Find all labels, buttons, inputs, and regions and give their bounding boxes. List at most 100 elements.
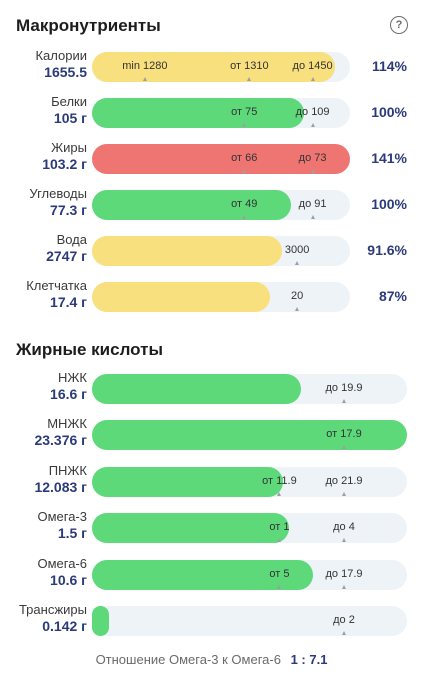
fatty-progress-fill (92, 606, 110, 636)
macro-range-label: 3000 (284, 244, 310, 256)
marker-triangle-icon (277, 491, 282, 496)
macro-progress-fill (92, 52, 335, 82)
fatty-row: НЖК 16.6 г до 19.9 (0, 368, 423, 412)
fatty-acids-title: Жирные кислоты (16, 340, 163, 359)
fatty-progress-track: до 19.9 (92, 374, 407, 404)
fatty-amount: 23.376 г (34, 432, 87, 449)
fatty-amount: 16.6 г (50, 386, 87, 402)
fatty-progress-track: от 5 до 17.9 (92, 559, 407, 590)
macro-amount: 17.4 г (50, 294, 87, 310)
macro-range-label: до 109 (295, 106, 330, 118)
marker-triangle-icon (295, 261, 300, 265)
marker-triangle-icon (342, 491, 346, 496)
marker-triangle-icon (310, 123, 315, 127)
fatty-progress-fill (92, 374, 302, 404)
marker-triangle-icon (310, 77, 315, 81)
marker-triangle-icon (342, 538, 346, 543)
fatty-progress-fill (92, 559, 313, 590)
macro-percent: 87% (378, 288, 407, 304)
macro-amount: 103.2 г (42, 156, 87, 172)
marker-triangle-icon (310, 215, 315, 219)
macro-progress-fill (92, 98, 304, 128)
macro-progress-track: min 1280 от 1310 до 1450 (92, 52, 350, 82)
macro-progress-track: от 49 до 91 (92, 190, 350, 220)
fatty-label: Омега-6 (37, 555, 87, 571)
fatty-progress-track: от 11.9 до 21.9 (92, 466, 407, 497)
fatty-progress-fill (92, 513, 289, 544)
fatty-range-label: от 1 (269, 521, 290, 534)
fatty-amount: 10.6 г (50, 571, 87, 588)
macro-progress-fill (92, 190, 291, 220)
marker-triangle-icon (342, 399, 346, 403)
marker-triangle-icon (310, 169, 315, 173)
omega-ratio-value: 1 : 7.1 (290, 652, 328, 667)
marker-triangle-icon (295, 307, 300, 311)
macro-progress-track: 3000 (92, 236, 350, 266)
macronutrients-title: Макронутриенты (16, 16, 161, 35)
macro-amount: 2747 г (46, 248, 87, 264)
marker-triangle-icon (277, 538, 282, 543)
macro-row: Белки 105 г от 75 до 109 100% (0, 92, 423, 136)
help-icon[interactable]: ? (390, 16, 408, 34)
fatty-label: Трансжиры (18, 602, 87, 617)
marker-triangle-icon (242, 123, 247, 127)
fatty-progress-fill (92, 466, 283, 497)
macro-amount: 105 г (53, 110, 87, 126)
fatty-range-label: от 11.9 (262, 474, 297, 487)
fatty-row: Трансжиры 0.142 г до 2 (0, 600, 423, 644)
marker-triangle-icon (342, 584, 346, 589)
fatty-progress-track: от 17.9 (92, 420, 407, 451)
fatty-range-label: до 21.9 (325, 474, 363, 487)
macro-progress-fill (92, 144, 350, 174)
marker-triangle-icon (242, 215, 247, 219)
macro-row: Жиры 103.2 г от 66 до 73 141% (0, 138, 423, 182)
macro-range-label: до 91 (298, 198, 327, 210)
macro-amount: 77.3 г (50, 202, 87, 218)
fatty-range-label: от 5 (269, 567, 290, 580)
marker-triangle-icon (247, 77, 252, 81)
macro-percent: 100% (371, 104, 407, 120)
macro-progress-track: от 66 до 73 (92, 144, 350, 174)
fatty-row: МНЖК 23.376 г от 17.9 (0, 414, 423, 458)
fatty-range-label: до 4 (333, 521, 355, 534)
macro-percent: 141% (371, 150, 407, 166)
macro-label: Углеводы (29, 186, 87, 201)
fatty-range-label: до 17.9 (325, 567, 363, 580)
fatty-label: МНЖК (47, 416, 87, 432)
macro-row: Клетчатка 17.4 г 20 87% (0, 276, 423, 320)
fatty-row: ПНЖК 12.083 г от 11.9 до 21.9 (0, 461, 423, 505)
macro-range-label: min 1280 (122, 60, 168, 72)
macro-percent: 114% (371, 58, 407, 74)
macro-row: Калории 1655.5 min 1280 от 1310 до 1450 114% (0, 46, 423, 90)
omega-ratio: Отношение Омега-3 к Омега-6 1 : 7.1 (0, 652, 423, 667)
macro-row: Углеводы 77.3 г от 49 до 91 100% (0, 184, 423, 228)
macro-percent: 91.6% (367, 242, 407, 258)
fatty-progress-track: до 2 (92, 606, 407, 636)
fatty-label: Омега-3 (37, 509, 87, 525)
marker-triangle-icon (277, 584, 282, 589)
macro-label: Жиры (51, 140, 87, 155)
fatty-row: Омега-3 1.5 г от 1 до 4 (0, 507, 423, 551)
fatty-label: ПНЖК (48, 462, 87, 478)
macro-range-label: от 66 (231, 152, 258, 164)
macro-range-label: до 73 (298, 152, 327, 164)
fatty-amount: 0.142 г (42, 618, 87, 634)
fatty-range-label: до 2 (333, 614, 355, 626)
macro-range-label: до 1450 (292, 60, 333, 72)
macro-range-label: от 1310 (230, 60, 269, 72)
macro-label: Калории (35, 48, 87, 63)
macro-amount: 1655.5 (44, 64, 87, 80)
fatty-range-label: до 19.9 (325, 382, 363, 394)
fatty-range-label: от 17.9 (326, 428, 362, 441)
macro-percent: 100% (371, 196, 407, 212)
macro-range-label: от 49 (231, 198, 258, 210)
fatty-progress-fill (92, 420, 407, 451)
macro-label: Белки (51, 94, 87, 109)
macro-label: Клетчатка (26, 278, 87, 293)
marker-triangle-icon (342, 445, 346, 450)
macro-row: Вода 2747 г 3000 91.6% (0, 230, 423, 274)
fatty-progress-track: от 1 до 4 (92, 513, 407, 544)
fatty-label: НЖК (58, 370, 87, 385)
macro-progress-track: от 75 до 109 (92, 98, 350, 128)
marker-triangle-icon (342, 631, 346, 635)
